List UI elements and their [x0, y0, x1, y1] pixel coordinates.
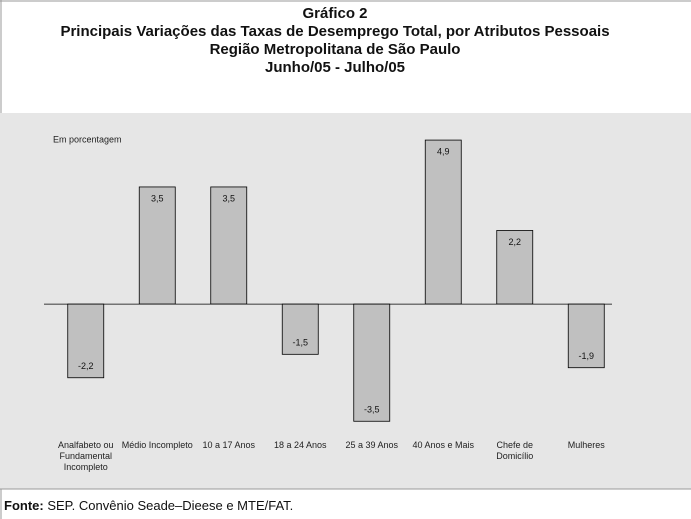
x-tick-label: 10 a 17 Anos [202, 440, 256, 450]
bar [138, 186, 176, 305]
value-label: 3,5 [151, 193, 164, 203]
chart-title: Principais Variações das Taxas de Desemp… [60, 23, 609, 40]
chart-title: Gráfico 2 [302, 5, 367, 22]
x-tick-label: 40 Anos e Mais [412, 440, 475, 450]
chart-title: Região Metropolitana de São Paulo [210, 41, 461, 58]
bar [496, 230, 534, 305]
x-tick-label: 25 a 39 Anos [345, 440, 399, 450]
plot-background [0, 113, 691, 489]
bar [353, 303, 391, 422]
source-text: SEP. Convênio Seade–Dieese e MTE/FAT. [47, 498, 294, 513]
x-tick-label: 18 a 24 Anos [273, 440, 327, 450]
x-tick-label: Chefe de Domicílio [496, 440, 534, 461]
source-label: Fonte: [4, 498, 44, 513]
value-label: -1,9 [578, 351, 594, 361]
value-label: 4,9 [437, 146, 450, 156]
x-tick-label: Analfabeto ou Fundamental Incompleto [57, 440, 114, 472]
bar [210, 186, 248, 305]
y-label: Em porcentagem [53, 134, 122, 144]
value-label: -2,2 [78, 361, 94, 371]
chart-title: Junho/05 - Julho/05 [265, 59, 405, 76]
source: Fonte: SEP. Convênio Seade–Dieese e MTE/… [4, 498, 293, 513]
bar [67, 303, 105, 379]
x-tick-label: Mulheres [567, 440, 605, 450]
value-label: -1,5 [292, 338, 308, 348]
value-label: 2,2 [508, 237, 521, 247]
x-tick-label: Médio Incompleto [121, 440, 193, 450]
bar [281, 303, 319, 355]
value-label: -3,5 [364, 405, 380, 415]
bar [424, 139, 462, 305]
bar [567, 303, 605, 369]
value-label: 3,5 [222, 193, 235, 203]
